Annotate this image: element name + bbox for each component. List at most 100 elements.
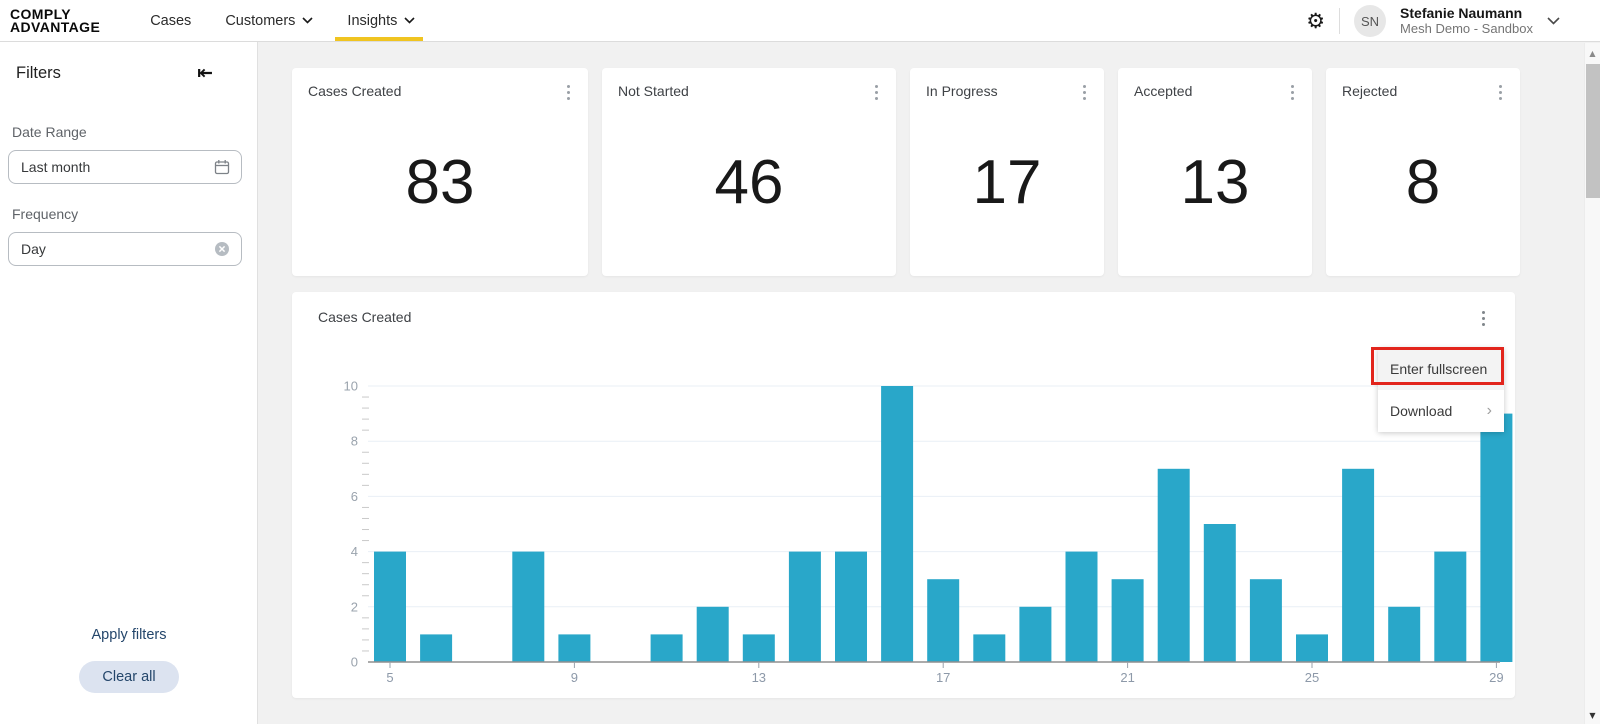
stat-card-cases-created: Cases Created 83 <box>292 68 588 276</box>
y-tick-label: 6 <box>351 489 358 504</box>
chart-bar[interactable] <box>788 551 821 662</box>
stat-value: 46 <box>714 147 784 217</box>
chart-bar[interactable] <box>973 634 1006 662</box>
y-tick-label: 0 <box>351 655 358 670</box>
chevron-down-icon <box>404 17 415 24</box>
dashboard-content: Cases Created 83 Not Started 46 In Progr… <box>258 42 1584 724</box>
clear-all-button[interactable]: Clear all <box>79 661 179 693</box>
complyadvantage-logo[interactable]: COMPLY ADVANTAGE <box>10 7 101 35</box>
chart-bar[interactable] <box>835 551 867 662</box>
stat-value: 17 <box>972 147 1042 217</box>
header-right-cluster: ⚙ SN Stefanie Naumann Mesh Demo - Sandbo… <box>1306 0 1560 42</box>
nav-item-insights[interactable]: Insights <box>335 0 424 41</box>
frequency-label: Frequency <box>12 206 79 222</box>
chart-bar[interactable] <box>512 551 545 662</box>
chart-bar[interactable] <box>1019 606 1052 662</box>
chart-bar[interactable] <box>881 386 914 662</box>
submenu-arrow-icon: › <box>1486 402 1492 419</box>
chart-bar[interactable] <box>374 551 406 662</box>
chart-bar[interactable] <box>1065 551 1098 662</box>
x-tick-label: 13 <box>752 670 766 685</box>
avatar-initials: SN <box>1361 13 1380 29</box>
y-tick-label: 10 <box>344 379 358 394</box>
chart-bar[interactable] <box>927 579 960 662</box>
main-nav: Cases Customers Insights <box>150 0 424 41</box>
chart-title: Cases Created <box>318 309 412 325</box>
frequency-input[interactable] <box>8 232 242 266</box>
x-tick-label: 21 <box>1120 670 1134 685</box>
user-info[interactable]: Stefanie Naumann Mesh Demo - Sandbox <box>1400 5 1533 37</box>
date-range-input[interactable] <box>8 150 242 184</box>
chart-bar[interactable] <box>558 634 591 662</box>
date-range-label: Date Range <box>12 124 87 140</box>
x-tick-label: 5 <box>386 670 393 685</box>
stat-card-accepted: Accepted 13 <box>1118 68 1312 276</box>
stat-card-title: Not Started <box>618 83 689 99</box>
y-tick-label: 8 <box>351 434 358 449</box>
chart-bar[interactable] <box>1111 579 1144 662</box>
settings-gear-icon[interactable]: ⚙ <box>1306 8 1326 33</box>
logo-line2: ADVANTAGE <box>10 18 101 35</box>
clear-value-icon[interactable] <box>214 241 230 257</box>
user-name: Stefanie Naumann <box>1400 5 1523 21</box>
date-range-field: Date Range <box>8 124 242 184</box>
card-menu-button[interactable] <box>1495 83 1506 102</box>
chart-bar[interactable] <box>1203 524 1236 662</box>
chart-bar[interactable] <box>696 606 729 662</box>
stat-card-not-started: Not Started 46 <box>602 68 896 276</box>
cases-created-chart-card: Cases Created 0 2 4 6 8 10 5 9 13 17 21 25 29 Enter … <box>292 292 1515 698</box>
card-menu-button[interactable] <box>1079 83 1090 102</box>
chevron-down-icon <box>302 17 313 24</box>
chart-bar[interactable] <box>1296 634 1328 662</box>
chart-bar[interactable] <box>1342 468 1375 662</box>
chart-bar[interactable] <box>1388 606 1421 662</box>
scroll-down-arrow-icon[interactable]: ▼ <box>1589 711 1596 720</box>
card-menu-button[interactable] <box>1287 83 1298 102</box>
scrollbar-thumb[interactable] <box>1586 64 1600 198</box>
stat-cards-row: Cases Created 83 Not Started 46 In Progr… <box>292 68 1520 276</box>
chart-bar[interactable] <box>650 634 683 662</box>
card-menu-button[interactable] <box>563 83 574 102</box>
header-divider <box>1339 8 1341 34</box>
x-tick-label: 25 <box>1305 670 1319 685</box>
x-tick-label: 29 <box>1489 670 1503 685</box>
menu-item-label: Download <box>1390 403 1453 419</box>
nav-item-customers[interactable]: Customers <box>225 0 313 41</box>
vertical-scrollbar[interactable]: ▲ ▼ <box>1584 43 1600 724</box>
nav-item-label: Customers <box>225 12 296 29</box>
apply-filters-button[interactable]: Apply filters <box>0 627 258 643</box>
chart-bar[interactable] <box>1157 468 1190 662</box>
menu-item-label: Enter fullscreen <box>1390 361 1488 377</box>
menu-item-enter-fullscreen[interactable]: Enter fullscreen <box>1371 347 1504 390</box>
user-organization: Mesh Demo - Sandbox <box>1400 21 1533 36</box>
filters-title: Filters <box>16 64 61 82</box>
scroll-up-arrow-icon[interactable]: ▲ <box>1589 49 1596 58</box>
chart-bar[interactable] <box>420 634 453 662</box>
top-nav-bar: COMPLY ADVANTAGE Cases Customers Insight… <box>0 0 1600 42</box>
y-tick-label: 4 <box>351 544 358 559</box>
nav-item-cases[interactable]: Cases <box>150 0 191 41</box>
chart-bar[interactable] <box>1434 551 1467 662</box>
stat-card-in-progress: In Progress 17 <box>910 68 1104 276</box>
calendar-icon[interactable] <box>214 159 230 175</box>
x-tick-label: 17 <box>936 670 950 685</box>
stat-card-title: Rejected <box>1342 83 1398 99</box>
user-avatar[interactable]: SN <box>1354 5 1387 37</box>
nav-item-label: Insights <box>347 12 398 29</box>
chart-menu-button[interactable] <box>1478 309 1489 328</box>
frequency-field: Frequency <box>8 206 242 266</box>
stat-value: 13 <box>1180 147 1250 217</box>
stat-value: 8 <box>1405 147 1441 217</box>
nav-item-label: Cases <box>150 12 192 29</box>
y-tick-label: 2 <box>351 599 358 614</box>
stat-card-rejected: Rejected 8 <box>1326 68 1520 276</box>
menu-item-download[interactable]: Download › <box>1378 390 1504 432</box>
filters-sidebar: Filters ⇤ Date Range Frequency Apply fil… <box>0 42 258 724</box>
chart-bar[interactable] <box>1480 413 1513 662</box>
chart-bar[interactable] <box>1249 579 1282 662</box>
cases-created-bar-chart: 0 2 4 6 8 10 5 9 13 17 21 25 29 <box>344 379 1513 685</box>
user-menu-chevron-icon[interactable] <box>1547 17 1560 25</box>
chart-bar[interactable] <box>742 634 775 662</box>
card-menu-button[interactable] <box>871 83 882 102</box>
collapse-sidebar-icon[interactable]: ⇤ <box>197 62 213 84</box>
